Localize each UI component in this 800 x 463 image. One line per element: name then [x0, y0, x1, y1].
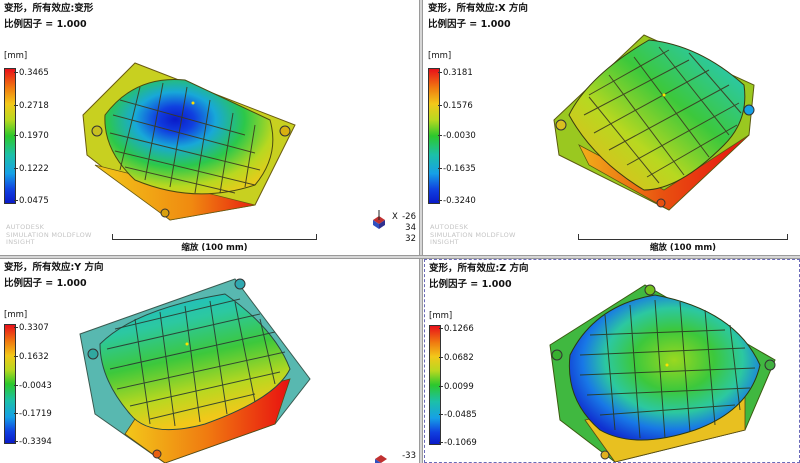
legend-tick: 0.1632 — [14, 352, 49, 362]
viewport-deflection-y[interactable]: 变形，所有效应:Y 方向 比例因子 = 1.000 [mm] 0.3307 0.… — [0, 259, 418, 463]
plot-title: 变形，所有效应:Y 方向 — [4, 262, 104, 273]
legend-tick: 0.3181 — [438, 68, 473, 78]
color-legend-bar — [4, 68, 16, 204]
scale-factor-label: 比例因子 = 1.000 — [4, 19, 87, 30]
color-legend-bar — [4, 324, 16, 444]
axis-triad-icon — [373, 210, 385, 229]
legend-tick: 0.3465 — [14, 68, 49, 78]
scale-bar-label: 缩放 (100 mm) — [649, 243, 717, 253]
legend-tick: -0.1069 — [439, 438, 477, 448]
horizontal-splitter[interactable] — [0, 255, 800, 259]
legend-unit: [mm] — [429, 311, 453, 321]
plot-title: 变形，所有效应:Z 方向 — [429, 263, 529, 274]
vertical-splitter[interactable] — [419, 0, 423, 463]
legend-tick: -0.0043 — [14, 381, 52, 391]
viewport-deflection-x[interactable]: 变形，所有效应:X 方向 比例因子 = 1.000 [mm] 0.3181 0.… — [424, 0, 800, 255]
plot-title: 变形，所有效应:X 方向 — [428, 3, 528, 14]
view-angles: -33 — [402, 451, 416, 461]
legend-tick: -0.1635 — [438, 164, 476, 174]
legend-tick: 0.1222 — [14, 164, 49, 174]
legend-unit: [mm] — [4, 51, 28, 61]
scale-factor-label: 比例因子 = 1.000 — [429, 279, 512, 290]
scale-bar-label: 缩放 (100 mm) — [181, 243, 248, 253]
triad-axis-label: X — [392, 212, 398, 222]
color-legend-bar — [429, 325, 441, 445]
part-model-view[interactable] — [75, 55, 300, 225]
axis-triad-icon — [375, 455, 387, 463]
plot-title: 变形，所有效应:变形 — [4, 3, 94, 14]
scale-bar — [578, 234, 788, 240]
part-model-view[interactable] — [75, 274, 315, 463]
scale-factor-label: 比例因子 = 1.000 — [4, 278, 87, 289]
legend-tick: -0.3394 — [14, 437, 52, 447]
viewport-deflection-total[interactable]: 变形，所有效应:变形 比例因子 = 1.000 [mm] 0.3465 0.27… — [0, 0, 418, 255]
legend-unit: [mm] — [4, 310, 28, 320]
legend-unit: [mm] — [428, 51, 452, 61]
legend-tick: 0.0682 — [439, 353, 474, 363]
legend-tick: 0.1266 — [439, 324, 474, 334]
legend-tick: 0.0475 — [14, 196, 49, 206]
scale-bar — [112, 234, 317, 240]
legend-tick: 0.0099 — [439, 382, 474, 392]
legend-tick: 0.1970 — [14, 131, 49, 141]
legend-tick: 0.1576 — [438, 101, 473, 111]
part-model-view[interactable] — [549, 25, 779, 215]
legend-tick: -0.0030 — [438, 131, 476, 141]
legend-tick: 0.2718 — [14, 101, 49, 111]
watermark: AUTODESK SIMULATION MOLDFLOW INSIGHT — [430, 223, 516, 246]
part-model-view[interactable] — [545, 280, 780, 462]
legend-tick: -0.1719 — [14, 409, 52, 419]
legend-tick: 0.3307 — [14, 323, 49, 333]
viewport-deflection-z[interactable]: 变形，所有效应:Z 方向 比例因子 = 1.000 [mm] 0.1266 0.… — [424, 259, 800, 463]
legend-tick: -0.0485 — [439, 410, 477, 420]
view-angles: -26 34 32 — [402, 212, 416, 244]
scale-factor-label: 比例因子 = 1.000 — [428, 19, 511, 30]
color-legend-bar — [428, 68, 440, 204]
watermark: AUTODESK SIMULATION MOLDFLOW INSIGHT — [6, 223, 92, 246]
legend-tick: -0.3240 — [438, 196, 476, 206]
